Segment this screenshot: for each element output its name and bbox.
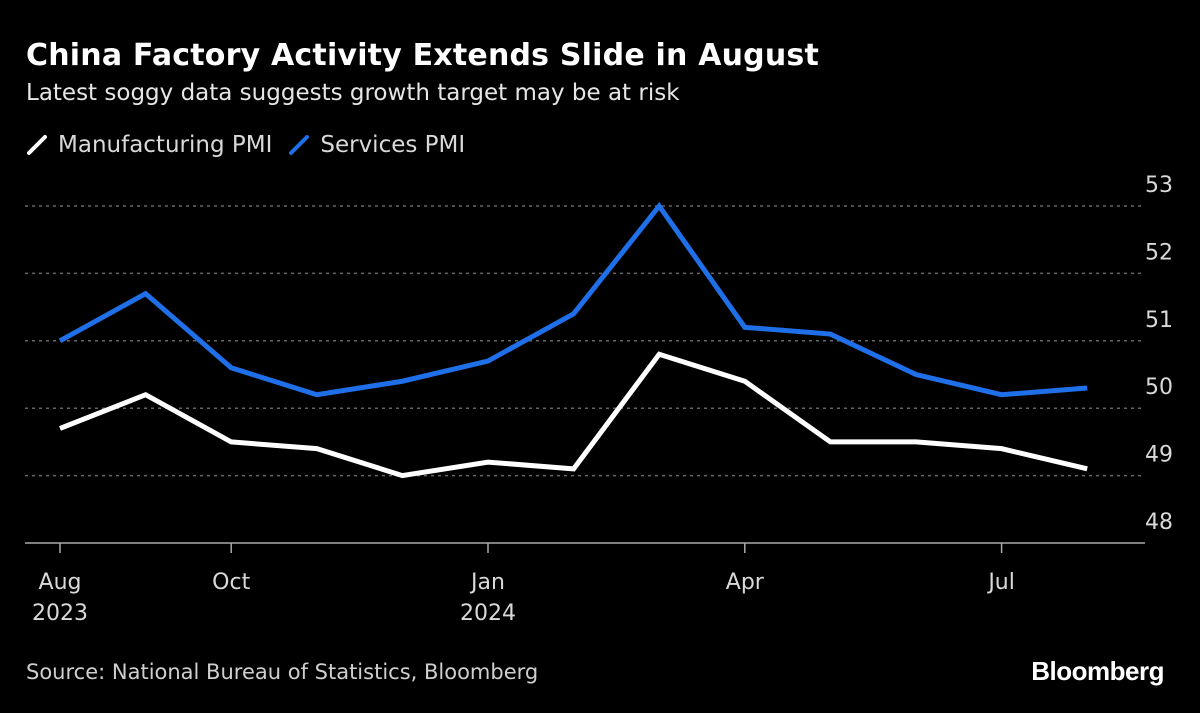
y-tick-label: 48: [1145, 510, 1173, 535]
y-tick-label: 53: [1145, 173, 1173, 198]
x-tick-label: Oct: [212, 570, 250, 595]
x-tick-label: Aug: [39, 570, 82, 595]
y-tick-label: 49: [1145, 443, 1173, 468]
x-tick-year-label: 2023: [32, 601, 88, 626]
x-tick-label: Jul: [986, 570, 1015, 595]
legend-item-services: Services PMI: [288, 132, 465, 158]
legend-swatch-services: [289, 135, 310, 155]
x-tick-year-label: 2024: [460, 601, 516, 626]
x-tick-label: Apr: [726, 570, 765, 595]
legend: Manufacturing PMI Services PMI: [26, 132, 481, 158]
manufacturing-pmi-line: [59, 351, 1088, 479]
services-pmi-line: [58, 201, 1088, 398]
legend-item-manufacturing: Manufacturing PMI: [26, 132, 272, 158]
source-note: Source: National Bureau of Statistics, B…: [26, 660, 539, 684]
y-tick-label: 52: [1145, 240, 1173, 265]
legend-swatch-manufacturing: [27, 135, 47, 155]
legend-label: Manufacturing PMI: [58, 132, 273, 158]
y-tick-label: 51: [1145, 308, 1173, 333]
x-tick-label: Jan: [469, 570, 505, 595]
legend-label: Services PMI: [320, 132, 466, 158]
chart-title: China Factory Activity Extends Slide in …: [26, 38, 820, 73]
y-tick-label: 50: [1145, 375, 1173, 400]
chart-subtitle: Latest soggy data suggests growth target…: [26, 80, 680, 106]
bloomberg-logo: Bloomberg: [1031, 656, 1164, 686]
